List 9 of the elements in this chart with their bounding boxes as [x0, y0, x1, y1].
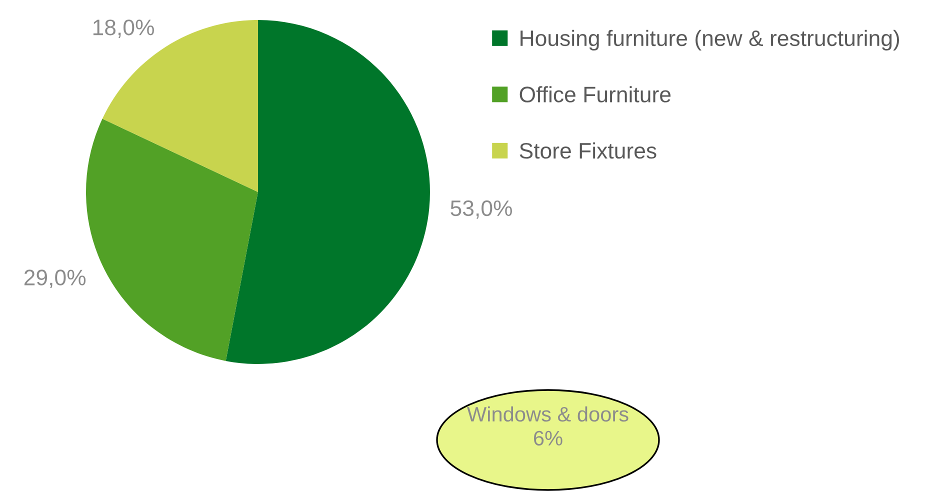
legend-label: Housing furniture (new & restructuring) — [520, 30, 900, 51]
data-label: 18,0% — [93, 20, 154, 38]
data-label: 29,0% — [24, 270, 86, 288]
pie-slice — [226, 20, 430, 364]
data-label: 53,0% — [450, 200, 512, 219]
text: Windows & doors 6% — [467, 406, 628, 446]
pie-slice — [86, 118, 258, 361]
legend-label: Office Furniture — [520, 86, 671, 102]
legend-label: Store Fixtures — [520, 142, 656, 159]
